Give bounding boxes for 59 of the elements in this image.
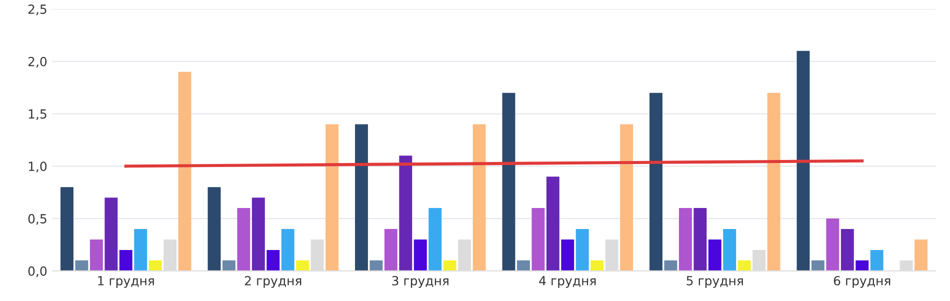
bar	[723, 229, 736, 271]
bar	[237, 208, 250, 271]
x-tick-label: 2 грудня	[244, 276, 302, 288]
bar	[678, 208, 692, 271]
bar	[502, 92, 516, 271]
bar	[546, 176, 560, 271]
bar	[354, 124, 368, 271]
bar	[708, 239, 722, 271]
x-tick-label: 3 грудня	[392, 276, 448, 288]
bar	[738, 260, 751, 271]
bar	[443, 260, 456, 271]
bar	[134, 229, 148, 271]
y-tick-label: 2,0	[28, 56, 47, 68]
bar	[856, 260, 869, 271]
bar	[620, 124, 634, 271]
x-tick-label: 1 грудня	[98, 276, 154, 288]
y-tick-label: 1,5	[28, 109, 46, 120]
bar	[826, 218, 840, 271]
bar	[767, 92, 780, 271]
bar	[914, 239, 928, 271]
bar	[296, 260, 310, 271]
y-tick-label: 2,5	[28, 4, 46, 16]
bar	[104, 198, 118, 271]
bar	[266, 250, 280, 271]
x-tick-label: 4 грудня	[539, 276, 596, 288]
bar	[414, 239, 427, 271]
bar	[472, 124, 486, 271]
bar	[428, 208, 442, 271]
bar	[281, 229, 294, 271]
bar	[148, 260, 162, 271]
bar	[60, 187, 74, 271]
bar	[222, 260, 236, 271]
y-tick-label: 0,0	[28, 266, 47, 278]
bar	[75, 260, 88, 271]
x-tick-label: 5 грудня	[686, 276, 743, 288]
bar	[119, 250, 132, 271]
bar	[326, 124, 339, 271]
bar	[370, 260, 383, 271]
bar	[590, 260, 604, 271]
bar	[870, 250, 884, 271]
bar	[664, 260, 678, 271]
bar	[252, 198, 265, 271]
bar	[576, 229, 589, 271]
bar	[840, 229, 854, 271]
bar	[178, 72, 192, 271]
bar	[796, 50, 810, 271]
bar	[811, 260, 824, 271]
bar	[384, 229, 398, 271]
bar	[399, 156, 412, 271]
bar	[561, 239, 574, 271]
bar	[649, 92, 662, 271]
bar	[694, 208, 707, 271]
bar	[208, 187, 221, 271]
y-tick-label: 1,0	[28, 162, 47, 172]
bar	[516, 260, 530, 271]
x-tick-label: 6 грудня	[834, 276, 890, 288]
bar	[90, 239, 103, 271]
bar	[532, 208, 545, 271]
y-tick-label: 0,5	[28, 214, 46, 225]
